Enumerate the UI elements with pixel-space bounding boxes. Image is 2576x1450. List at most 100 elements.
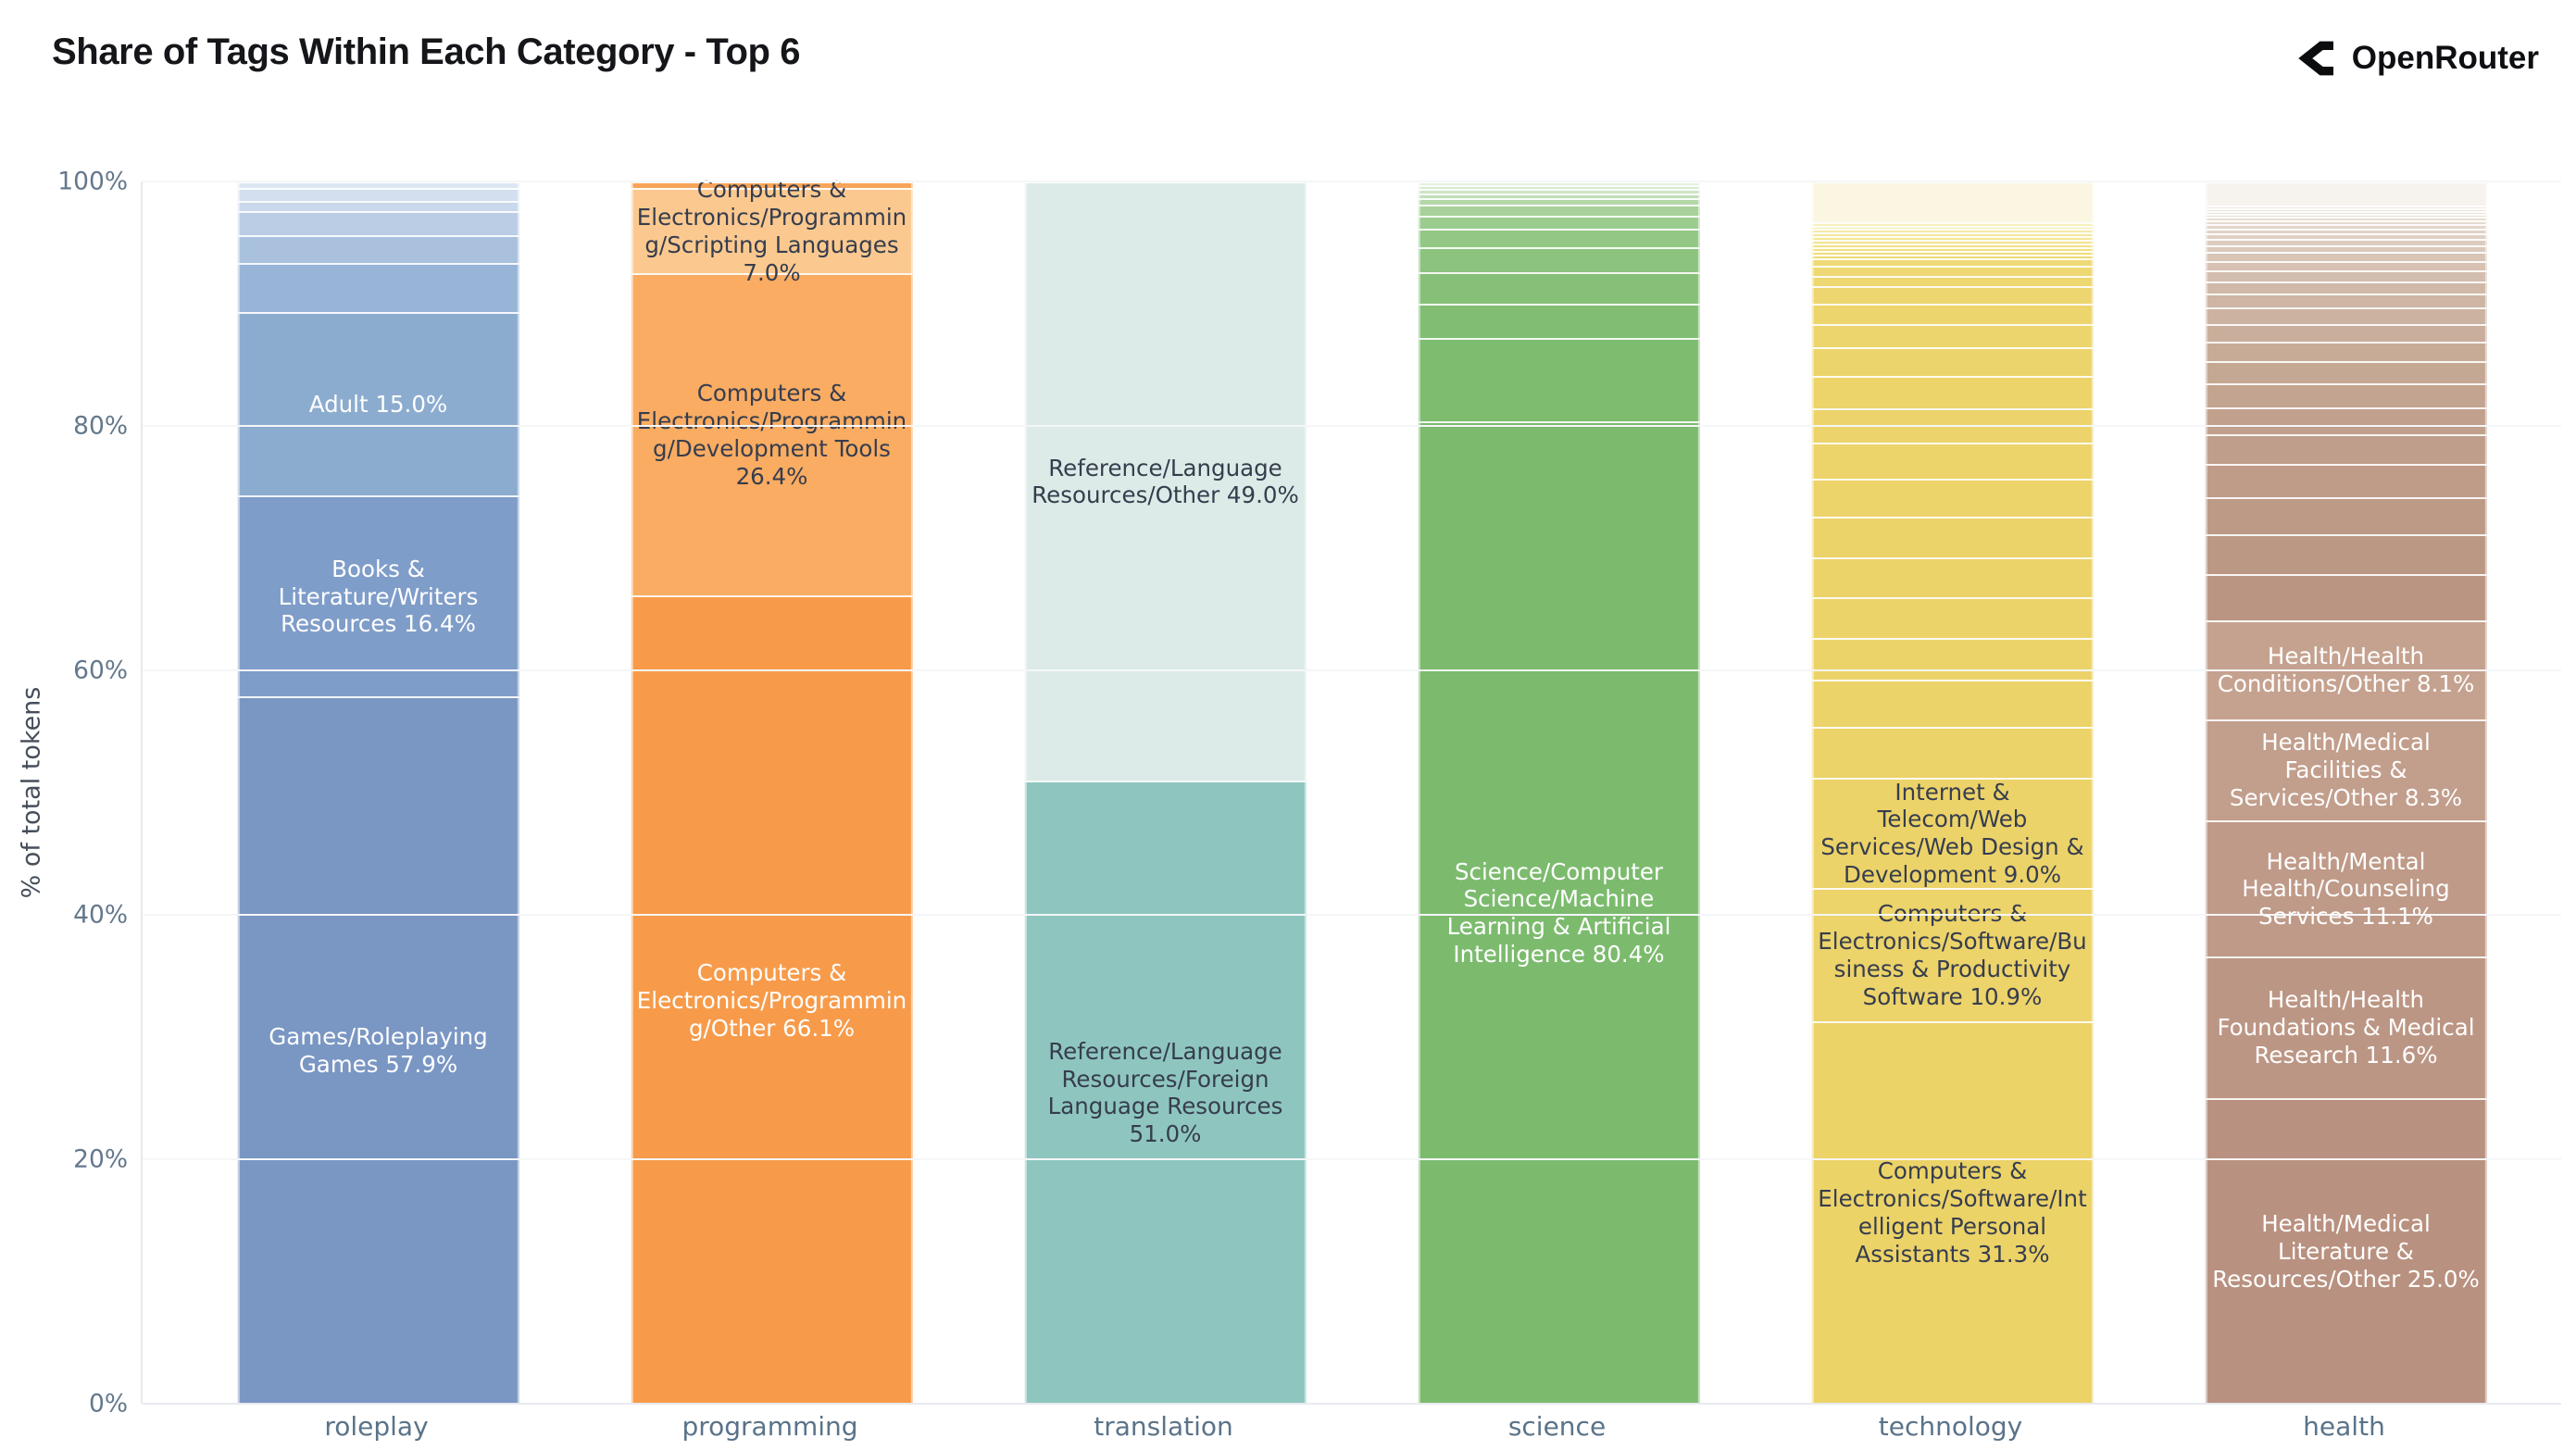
segment-label: Books & Literature/Writers Resources 16.… — [278, 555, 479, 638]
segment-label: Health/Medical Facilities & Services/Oth… — [2229, 729, 2463, 812]
segment-label: Reference/Language Resources/Foreign Lan… — [1047, 1037, 1283, 1148]
bar-segment — [1418, 215, 1700, 230]
bar-segment — [1811, 229, 2094, 233]
bar-segment — [1811, 258, 2094, 266]
openrouter-logo: OpenRouter — [2295, 37, 2539, 80]
xaxis-label-roleplay: roleplay — [324, 1411, 429, 1442]
bar-segment — [1811, 251, 2094, 256]
gridline-overlay — [143, 1403, 2561, 1405]
bar-band-technology: Internet & Telecom/Web Services/Web Desi… — [1756, 181, 2149, 1404]
bar-segment — [237, 235, 519, 264]
bar-segment — [1418, 303, 1700, 338]
bar-segment: Health/Mental Health/Counseling Services… — [2205, 820, 2487, 956]
bar-segment — [1418, 188, 1700, 194]
bar-segment — [1811, 726, 2094, 778]
gridline-overlay — [143, 425, 2561, 427]
ytick-label-40: 40% — [73, 900, 128, 930]
bar-segment — [1811, 303, 2094, 324]
openrouter-icon — [2295, 37, 2338, 80]
bar-segment — [2205, 360, 2487, 383]
bar-health: Health/Health Conditions/Other 8.1% Healt… — [2205, 181, 2487, 1404]
segment-label: Computers & Electronics/Software/Intelli… — [1818, 1157, 2087, 1269]
gridline-overlay — [143, 1158, 2561, 1160]
gridline — [143, 669, 2561, 671]
xaxis-label-technology: technology — [1878, 1411, 2023, 1442]
bar-segment — [2205, 464, 2487, 497]
gridline-overlay — [143, 181, 2561, 182]
bar-segment — [2205, 270, 2487, 282]
bar-segment — [1418, 247, 1700, 272]
bar-segment: Reference/Language Resources/Foreign Lan… — [1024, 780, 1307, 1404]
bar-segment — [2205, 533, 2487, 575]
bar-segment — [1811, 236, 2094, 241]
bar-segment — [2205, 434, 2487, 465]
bar-segment: Computers & Electronics/Software/Busines… — [1811, 887, 2094, 1021]
bar-roleplay: Adult 15.0% Books & Literature/Writers Re… — [237, 181, 519, 1404]
bar-segment — [1811, 597, 2094, 639]
segment-label: Computers & Electronics/Programming/Scri… — [636, 176, 907, 286]
bar-segment — [1811, 240, 2094, 244]
bar-segment — [1811, 638, 2094, 681]
segment-label: Health/Health Foundations & Medical Rese… — [2217, 986, 2475, 1069]
plot-area: Adult 15.0% Books & Literature/Writers Re… — [141, 176, 2561, 1405]
segment-label: Internet & Telecom/Web Services/Web Desi… — [1820, 778, 2084, 889]
bar-segment — [1418, 184, 1700, 189]
bar-segment — [1811, 323, 2094, 347]
bar-segment — [1418, 194, 1700, 199]
bar-segment — [1811, 276, 2094, 287]
segment-label: Health/Medical Literature & Resources/Ot… — [2212, 1209, 2480, 1293]
bar-segment: Computers & Electronics/Programming/Scri… — [631, 176, 913, 286]
bar-segment — [1418, 198, 1700, 206]
gridline — [143, 181, 2561, 182]
bar-segment — [1811, 255, 2094, 259]
page-title: Share of Tags Within Each Category - Top… — [52, 31, 801, 72]
bar-segment: Computers & Electronics/Software/Intelli… — [1811, 1020, 2094, 1404]
bar-segment: Computers & Electronics/Programming/Deve… — [631, 272, 913, 596]
segment-label: Science/Computer Science/Machine Learnin… — [1446, 857, 1671, 969]
bar-segment — [237, 187, 519, 202]
segment-label: Reference/Language Resources/Other 49.0% — [1032, 454, 1299, 509]
bar-segment — [2205, 224, 2487, 229]
bar-segment — [2205, 323, 2487, 342]
bar-band-roleplay: Adult 15.0% Books & Literature/Writers Re… — [181, 181, 575, 1404]
bar-segment — [1811, 225, 2094, 230]
bar-segment — [2205, 233, 2487, 239]
bar-segment — [2205, 341, 2487, 361]
bar-segment — [1811, 479, 2094, 518]
bar-segment: Science/Computer Science/Machine Learnin… — [1418, 420, 1700, 1404]
bar-segment — [1811, 376, 2094, 408]
openrouter-wordmark: OpenRouter — [2351, 40, 2539, 76]
gridline — [143, 425, 2561, 427]
bar-segment — [2205, 496, 2487, 534]
segment-label: Games/Roleplaying Games 57.9% — [269, 1022, 488, 1078]
bar-segment — [1418, 229, 1700, 248]
bar-segment: Reference/Language Resources/Other 49.0% — [1024, 181, 1307, 781]
bar-segment — [1811, 244, 2094, 248]
bar-segment — [1418, 337, 1700, 421]
bars-layer: Adult 15.0% Books & Literature/Writers Re… — [181, 176, 2543, 1404]
xaxis-label-health: health — [2303, 1411, 2385, 1442]
bar-segment — [2205, 294, 2487, 308]
bar-segment — [1811, 232, 2094, 237]
bar-segment — [2205, 407, 2487, 435]
ytick-label-60: 60% — [73, 656, 128, 685]
bar-segment — [2205, 382, 2487, 407]
xaxis-label-programming: programming — [682, 1411, 858, 1442]
bar-segment — [2205, 220, 2487, 225]
segment-label: Adult 15.0% — [308, 391, 448, 419]
bar-segment — [237, 263, 519, 313]
bar-segment — [1811, 556, 2094, 598]
gridline — [143, 914, 2561, 916]
bar-segment: Adult 15.0% — [237, 312, 519, 496]
segment-label: Computers & Electronics/Programming/Deve… — [636, 380, 907, 491]
bar-segment — [237, 201, 519, 211]
y-axis-tick-labels: 0% 20% 40% 60% 80% 100% — [0, 168, 128, 1419]
bar-segment: Computers & Electronics/Programming/Othe… — [631, 595, 913, 1404]
bar-segment — [1811, 181, 2094, 222]
bar-segment: Internet & Telecom/Web Services/Web Desi… — [1811, 777, 2094, 889]
segment-label: Computers & Electronics/Software/Busines… — [1818, 899, 2087, 1010]
bar-segment — [2205, 307, 2487, 324]
bar-segment: Games/Roleplaying Games 57.9% — [237, 695, 519, 1404]
segment-label: Health/Mental Health/Counseling Services… — [2242, 847, 2450, 931]
xaxis-label-science: science — [1507, 1411, 1607, 1442]
